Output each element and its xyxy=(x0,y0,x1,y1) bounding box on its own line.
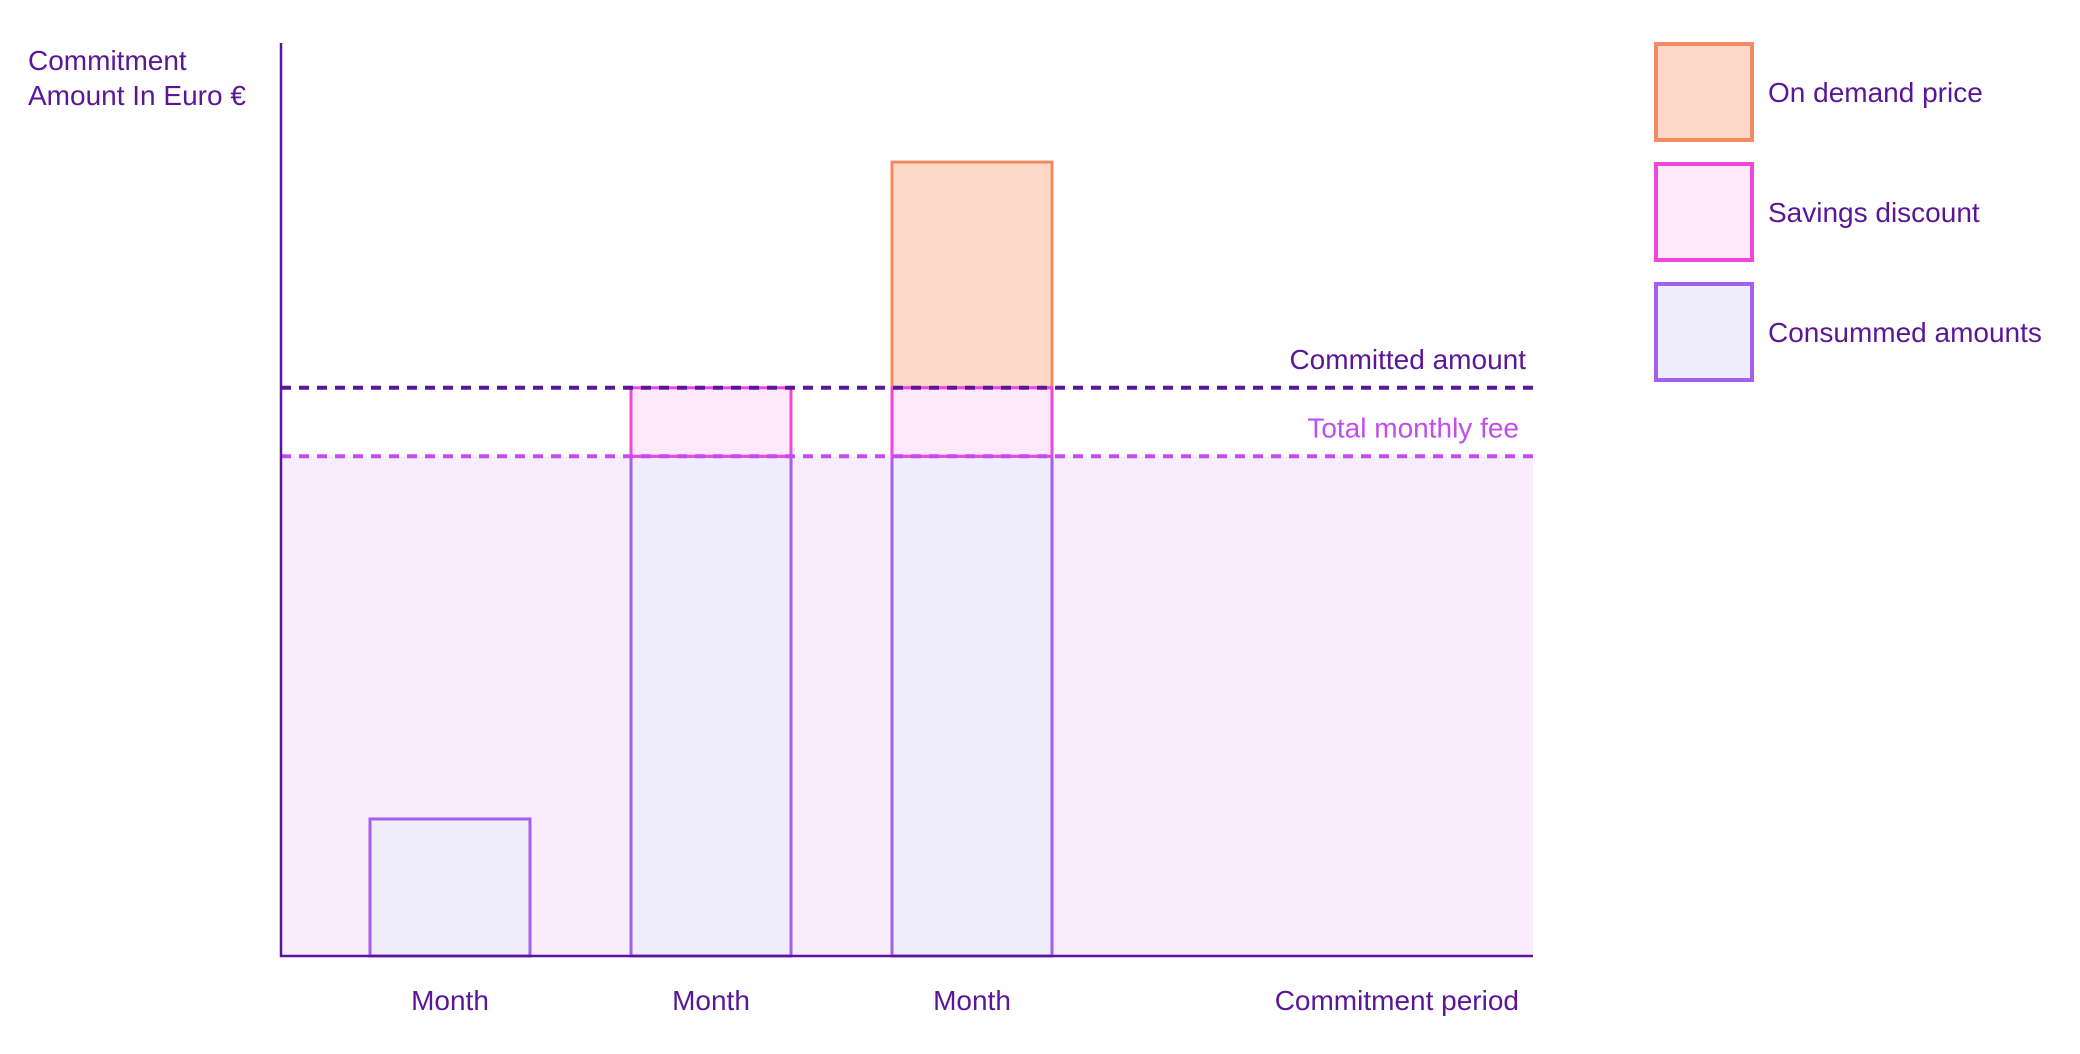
bar-savings-segment xyxy=(890,386,1054,458)
bar-consumed-segment xyxy=(368,817,532,958)
x-tick-label: Month xyxy=(933,985,1011,1016)
bar-savings-segment xyxy=(629,386,793,458)
committed-amount-label: Committed amount xyxy=(1289,344,1526,375)
x-tick-label: Month xyxy=(672,985,750,1016)
bar-ondemand-segment xyxy=(890,160,1054,390)
legend-swatch xyxy=(1654,162,1754,262)
legend-label: Consummed amounts xyxy=(1768,317,2042,348)
y-axis-label: Amount In Euro € xyxy=(28,80,246,111)
x-tick-label: Month xyxy=(411,985,489,1016)
x-axis-label: Commitment period xyxy=(1275,985,1519,1016)
legend-label: Savings discount xyxy=(1768,197,1980,228)
legend-swatch xyxy=(1654,42,1754,142)
legend-swatch xyxy=(1654,282,1754,382)
bar-consumed-segment xyxy=(629,454,793,958)
legend-label: On demand price xyxy=(1768,77,1983,108)
total-monthly-fee-label: Total monthly fee xyxy=(1307,412,1519,443)
y-axis-label: Commitment xyxy=(28,45,187,76)
bar-consumed-segment xyxy=(890,454,1054,958)
